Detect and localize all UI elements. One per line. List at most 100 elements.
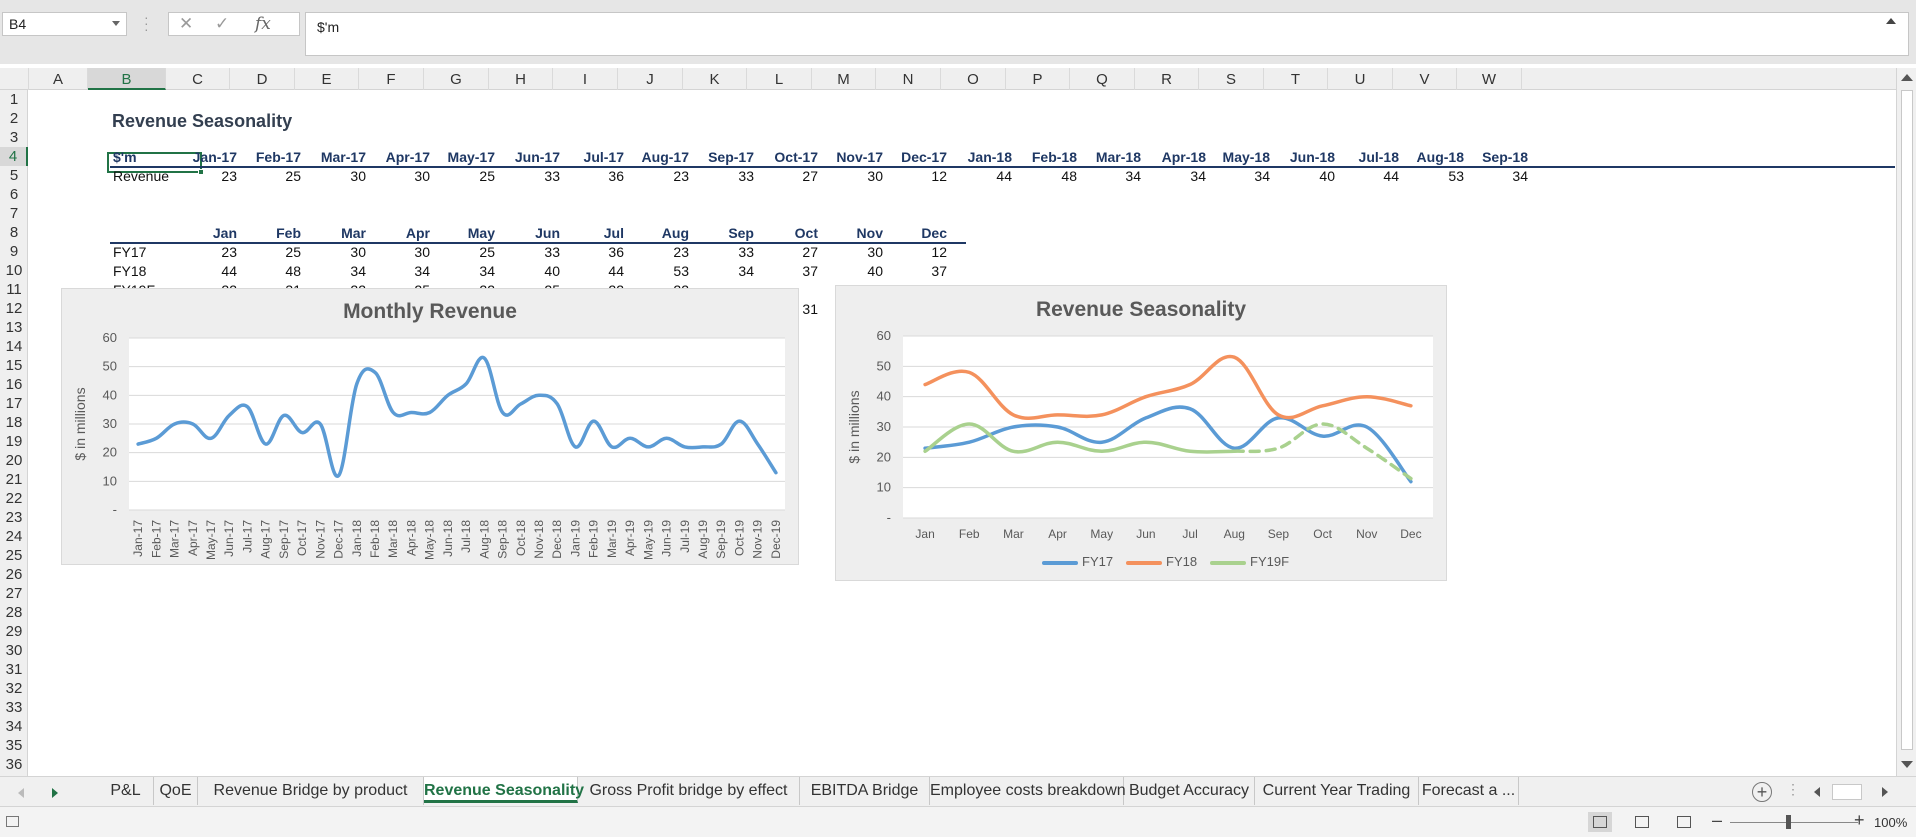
row-label[interactable]: Revenue	[113, 168, 170, 184]
row-header-20[interactable]: 20	[5, 452, 23, 469]
active-cell-selection[interactable]	[107, 152, 204, 175]
fill-handle[interactable]	[198, 169, 204, 175]
value-cell[interactable]: 25	[479, 244, 495, 260]
value-cell[interactable]: 34	[350, 263, 366, 279]
column-header-c[interactable]: C	[166, 68, 230, 90]
column-header-h[interactable]: H	[489, 68, 553, 90]
sheet-tab-gross-profit-bridge-by-effect[interactable]: Gross Profit bridge by effect	[578, 777, 800, 805]
month-header[interactable]: Jun	[535, 225, 560, 241]
column-header-p[interactable]: P	[1006, 68, 1070, 90]
revenue-cell[interactable]: 30	[414, 168, 430, 184]
sheet-tab-forecast-a[interactable]: Forecast a ...	[1419, 777, 1519, 805]
month-header[interactable]: Aug-17	[641, 149, 689, 165]
row-header-2[interactable]: 2	[9, 110, 19, 127]
more-icon[interactable]: ⋮	[1786, 781, 1800, 797]
scroll-thumb[interactable]	[1832, 784, 1862, 800]
zoom-out-button[interactable]: –	[1712, 810, 1723, 830]
value-cell[interactable]: 34	[479, 263, 495, 279]
row-header-30[interactable]: 30	[5, 642, 23, 659]
series-line-forecast[interactable]	[136, 355, 778, 478]
revenue-cell[interactable]: 34	[1254, 168, 1270, 184]
sheet-tab-revenue-bridge-by-product[interactable]: Revenue Bridge by product	[198, 777, 424, 805]
previous-sheet-icon[interactable]	[18, 788, 24, 798]
column-header-t[interactable]: T	[1264, 68, 1328, 90]
month-header[interactable]: Dec	[921, 225, 947, 241]
month-header[interactable]: Sep	[728, 225, 754, 241]
scroll-thumb[interactable]	[1901, 90, 1913, 750]
revenue-cell[interactable]: 44	[996, 168, 1012, 184]
page-layout-view-button[interactable]	[1630, 812, 1654, 832]
sheet-tab-employee-costs-breakdown[interactable]: Employee costs breakdown	[930, 777, 1126, 805]
row-header-11[interactable]: 11	[6, 281, 22, 298]
select-all-corner[interactable]	[0, 68, 29, 90]
column-header-d[interactable]: D	[230, 68, 295, 90]
month-header[interactable]: Apr-18	[1161, 149, 1206, 165]
legend-item-fy19f[interactable]: FY19F	[1210, 554, 1289, 569]
revenue-cell[interactable]: 23	[221, 168, 237, 184]
value-cell[interactable]: 33	[738, 244, 754, 260]
month-header[interactable]: May-18	[1222, 149, 1270, 165]
month-header[interactable]: Mar-18	[1095, 149, 1141, 165]
revenue-seasonality-chart[interactable]: Revenue Seasonality - 10 20 30 40 50 60 $ in mi…	[835, 285, 1447, 581]
formula-input[interactable]: $'m	[305, 12, 1909, 56]
month-header[interactable]: Jan-17	[192, 149, 237, 165]
row-header-9[interactable]: 9	[9, 243, 19, 260]
month-header[interactable]: Feb-17	[255, 149, 301, 165]
value-cell[interactable]: 36	[608, 244, 624, 260]
column-header-w[interactable]: W	[1457, 68, 1522, 90]
row-header-27[interactable]: 27	[5, 585, 23, 602]
column-header-n[interactable]: N	[876, 68, 941, 90]
scroll-up-icon[interactable]	[1901, 74, 1913, 81]
column-header-l[interactable]: L	[747, 68, 812, 90]
zoom-slider[interactable]	[1730, 822, 1858, 823]
month-header[interactable]: Jul-18	[1358, 149, 1399, 165]
row-header-21[interactable]: 21	[5, 471, 23, 488]
revenue-cell[interactable]: 34	[1125, 168, 1141, 184]
revenue-cell[interactable]: 30	[867, 168, 883, 184]
row-header-29[interactable]: 29	[5, 623, 23, 640]
revenue-cell[interactable]: 25	[479, 168, 495, 184]
revenue-cell[interactable]: 25	[285, 168, 301, 184]
column-header-j[interactable]: J	[618, 68, 683, 90]
revenue-cell[interactable]: 53	[1448, 168, 1464, 184]
revenue-cell[interactable]: 36	[608, 168, 624, 184]
scroll-left-icon[interactable]	[1814, 787, 1820, 797]
column-header-f[interactable]: F	[359, 68, 424, 90]
chevron-down-icon[interactable]	[112, 21, 120, 26]
row-header-35[interactable]: 35	[5, 737, 23, 754]
column-header-s[interactable]: S	[1199, 68, 1264, 90]
month-header[interactable]: Jan-18	[967, 149, 1012, 165]
row-header-8[interactable]: 8	[9, 224, 19, 241]
row-header-5[interactable]: 5	[9, 167, 19, 184]
month-header[interactable]: Apr-17	[385, 149, 430, 165]
value-cell[interactable]: 33	[544, 244, 560, 260]
column-header-v[interactable]: V	[1393, 68, 1457, 90]
row-header-18[interactable]: 18	[5, 414, 23, 431]
row-header-10[interactable]: 10	[5, 262, 23, 279]
row-header-16[interactable]: 16	[5, 376, 23, 393]
normal-view-button[interactable]	[1588, 812, 1612, 832]
value-cell[interactable]: 48	[285, 263, 301, 279]
column-header-g[interactable]: G	[424, 68, 489, 90]
year-label[interactable]: FY18	[113, 263, 147, 279]
sheet-tab-qoe[interactable]: QoE	[154, 777, 198, 805]
value-cell[interactable]: 30	[350, 244, 366, 260]
next-sheet-icon[interactable]	[52, 788, 58, 798]
month-header[interactable]: Feb-18	[1031, 149, 1077, 165]
value-cell[interactable]: 12	[931, 244, 947, 260]
value-cell[interactable]: 34	[738, 263, 754, 279]
revenue-cell[interactable]: 23	[673, 168, 689, 184]
column-header-o[interactable]: O	[941, 68, 1006, 90]
row-header-15[interactable]: 15	[5, 357, 23, 374]
month-header[interactable]: May-17	[447, 149, 495, 165]
month-header[interactable]: Jul-17	[583, 149, 624, 165]
cancel-icon[interactable]: ✕	[179, 14, 194, 33]
month-header[interactable]: Apr	[405, 225, 430, 241]
vertical-scrollbar[interactable]	[1896, 68, 1916, 776]
revenue-cell[interactable]: 34	[1512, 168, 1528, 184]
value-cell[interactable]: 53	[673, 263, 689, 279]
monthly-revenue-chart[interactable]: Monthly Revenue - 10 20 30 40 50 60 $ in millio…	[61, 288, 799, 565]
value-cell[interactable]: 31	[802, 301, 818, 317]
row-header-6[interactable]: 6	[9, 186, 19, 203]
macro-recording-icon[interactable]	[6, 816, 19, 827]
